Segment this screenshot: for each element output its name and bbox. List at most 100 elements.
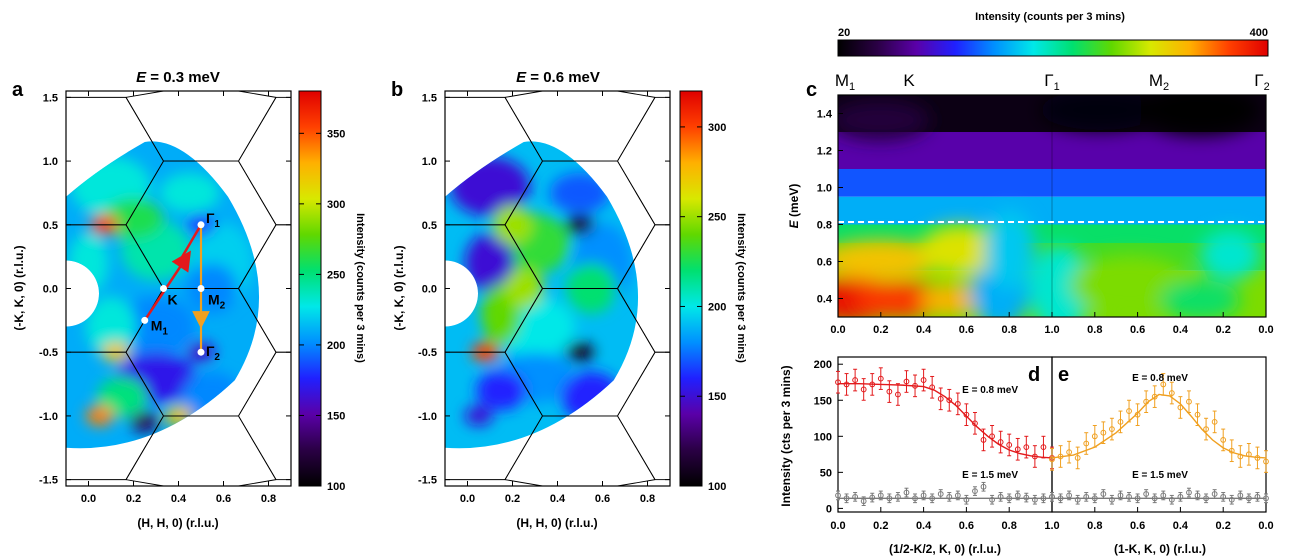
panel-d-label-low: E = 1.5 meV — [962, 470, 1018, 481]
x-tick-label: 0.6 — [595, 493, 610, 505]
heatmap-patch — [159, 172, 220, 213]
data-point — [1091, 495, 1098, 502]
hex-edge — [617, 288, 656, 353]
x-tick-label: 0.6 — [959, 520, 974, 532]
panel-b-ylabel: (-K, K, 0) (r.l.u.) — [392, 245, 406, 330]
panel-d-xlabel: (1/2-K/2, K, 0) (r.l.u.) — [889, 542, 1001, 556]
panel-letter-e: e — [1058, 364, 1069, 386]
panel-b-colorbar-label: Intensity (counts per 3 mins) — [735, 213, 747, 363]
data-point — [1049, 493, 1055, 500]
heatmap-hotspot — [566, 342, 594, 363]
data-point — [895, 391, 901, 398]
data-point — [1126, 408, 1132, 414]
panel-c-ylabel: E (meV) — [787, 184, 801, 229]
x-tick-label: 0.4 — [550, 493, 566, 505]
label-gamma1: Γ1 — [206, 210, 220, 230]
panel-e-frame — [1051, 356, 1267, 513]
data-point — [1211, 491, 1218, 497]
hex-edge — [125, 351, 164, 417]
y-tick-label: 0.4 — [817, 294, 833, 306]
x-tick-label: 0.4 — [1173, 324, 1189, 336]
label-M2: M2 — [208, 292, 226, 312]
y-tick-label: 1.5 — [43, 92, 58, 104]
data-point — [972, 488, 978, 494]
heatmap-patch — [550, 172, 610, 213]
hex-edge — [238, 90, 277, 98]
data-point — [1031, 453, 1038, 460]
y-tick-label: 0.8 — [817, 220, 832, 232]
x-tick-label: 0.2 — [1216, 520, 1231, 532]
data-point — [1040, 444, 1047, 451]
heatmap-patch — [103, 198, 164, 239]
hex-edge — [617, 351, 656, 417]
fit-line — [1051, 393, 1267, 459]
hex-edge — [125, 415, 164, 480]
data-point — [860, 386, 867, 393]
panel-a-path-arrows: Γ1 K M2 M1 Γ2 — [141, 210, 226, 363]
data-point — [1245, 495, 1252, 502]
y-tick-label: -1.0 — [418, 411, 437, 423]
data-point — [1194, 411, 1201, 418]
y-tick-label: 1.0 — [817, 183, 832, 195]
high-symmetry-point — [160, 285, 167, 292]
heatmap-patch — [465, 233, 515, 294]
heatmap-patch — [561, 371, 622, 422]
heatmap-hotspot — [566, 214, 594, 235]
data-point — [954, 492, 961, 499]
heatmap-patch — [492, 204, 533, 245]
hex-edge — [504, 97, 543, 162]
colorbar-tick-label: 100 — [327, 481, 345, 493]
y-tick-label: -1.0 — [39, 411, 58, 423]
panel-d-frame — [837, 356, 1053, 513]
colorbar-tick-label: 250 — [327, 269, 345, 281]
heatmap-patch — [920, 225, 1000, 275]
label-M2: M2 — [1149, 71, 1169, 93]
colorbar-tick-label: 300 — [327, 199, 345, 211]
panel-c-colorbar-label: Intensity (counts per 3 mins) — [975, 11, 1125, 23]
y-tick-label: 150 — [814, 395, 832, 407]
heatmap-patch — [86, 296, 136, 357]
heatmap-patch — [1030, 245, 1090, 317]
x-tick-label: 0.8 — [261, 493, 276, 505]
colorbar-tick-label: 200 — [708, 301, 726, 313]
data-point — [1023, 444, 1030, 451]
hex-edge — [617, 224, 656, 289]
panel-b: b E = 0.6 meV 0.0 0.2 0.4 0.6 0.81.51.00.50.… — [391, 69, 747, 530]
data-point — [877, 492, 884, 499]
panel-a-xlabel: (H, H, 0) (r.l.u.) — [137, 516, 218, 530]
fit-line — [838, 382, 1053, 459]
x-tick-label: 0.4 — [1173, 520, 1189, 532]
heatmap-hotspot — [85, 405, 114, 426]
heatmap-patch — [503, 268, 544, 309]
x-tick-label: 0.2 — [1216, 324, 1231, 336]
panel-letter-b: b — [391, 79, 403, 101]
panel-d-label-high: E = 0.8 meV — [962, 385, 1018, 396]
colorbar-tick-label: 100 — [708, 481, 726, 493]
label-M1: M1 — [151, 317, 169, 337]
data-point — [1117, 418, 1124, 425]
data-point — [1237, 453, 1244, 460]
x-tick-label: 0.6 — [216, 493, 231, 505]
panel-c-colorbar — [837, 39, 1269, 57]
x-tick-label: 0.8 — [1002, 520, 1017, 532]
data-point — [1126, 493, 1132, 500]
y-tick-label: 50 — [820, 467, 832, 479]
y-tick-label: 200 — [814, 359, 832, 371]
data-point — [886, 388, 893, 395]
data-point — [963, 496, 970, 503]
hex-edge — [125, 224, 164, 289]
hex-edge — [238, 479, 277, 487]
data-point — [869, 381, 876, 388]
heatmap-hotspot — [130, 412, 159, 433]
heatmap-patch — [838, 240, 940, 280]
x-tick-label: 0.2 — [873, 324, 888, 336]
data-point — [1263, 495, 1269, 502]
panel-b-ticks: 0.0 0.2 0.4 0.6 0.8 1.5 1.0 0.5 0.0 -0.5 -1.0 -1.5 — [418, 91, 670, 505]
data-point — [929, 384, 936, 391]
high-symmetry-point — [197, 348, 205, 356]
hex-edge — [238, 224, 277, 289]
data-point — [1109, 496, 1115, 503]
data-point — [1211, 418, 1218, 425]
y-tick-label: 1.4 — [817, 109, 833, 121]
data-point — [912, 495, 918, 502]
